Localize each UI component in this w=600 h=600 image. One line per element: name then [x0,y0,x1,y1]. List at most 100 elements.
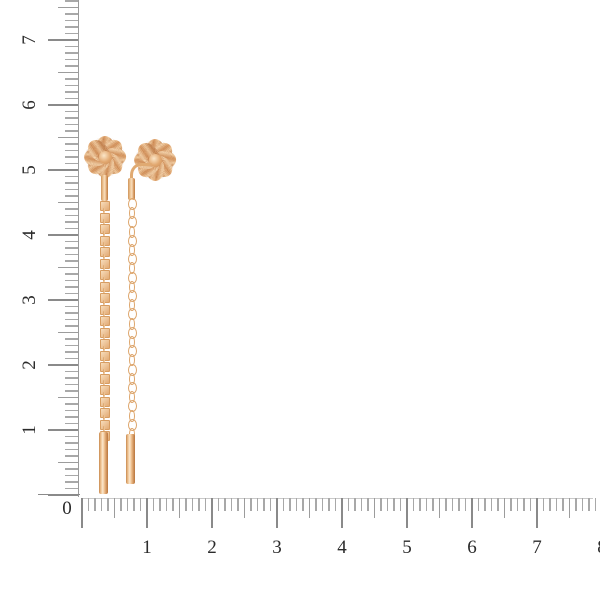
horizontal-ruler-tick [204,498,207,511]
earring-left-bottom-bar [99,432,108,494]
flower-center [98,150,112,164]
horizontal-ruler-tick [523,498,525,511]
horizontal-ruler-tick [87,498,90,511]
horizontal-ruler-tick [100,498,103,511]
horizontal-ruler-tick [295,498,298,511]
horizontal-ruler-tick [185,498,187,511]
horizontal-ruler-tick [308,498,311,518]
horizontal-ruler-tick [542,498,545,511]
earring-left-chain-link [102,288,106,293]
horizontal-ruler-tick [347,498,350,511]
vertical-ruler-label-2: 2 [19,360,40,370]
vertical-ruler-tick [65,0,78,2]
vertical-ruler-tick [65,344,78,347]
vertical-ruler-tick [65,474,78,477]
horizontal-ruler-tick [497,498,499,511]
horizontal-ruler-tick [81,498,83,528]
vertical-ruler-tick [65,247,78,249]
vertical-ruler-tick [65,442,78,444]
vertical-ruler-tick [65,143,78,145]
horizontal-ruler-label-6: 6 [467,537,477,558]
vertical-ruler-tick [58,396,78,399]
horizontal-ruler-tick [211,498,213,528]
vertical-ruler-tick [65,468,78,470]
earring-left-chain-link [102,322,106,328]
horizontal-ruler-tick [113,498,116,518]
horizontal-ruler-tick [250,498,252,511]
vertical-ruler-tick [65,377,78,379]
vertical-ruler-tick [48,429,78,431]
ruler-origin-label: 0 [62,498,72,519]
earring-right-hook [130,163,152,187]
horizontal-ruler-tick [562,498,564,511]
horizontal-ruler-tick [503,498,506,518]
vertical-ruler-tick [58,461,78,464]
horizontal-ruler-tick [237,498,239,511]
earring-left-chain-link [102,368,106,374]
vertical-ruler-tick [58,331,78,334]
horizontal-ruler-tick [172,498,174,511]
vertical-ruler-tick [65,435,78,438]
vertical-ruler-tick [65,19,78,22]
horizontal-ruler-tick [276,498,278,528]
vertical-ruler-tick [65,214,78,217]
horizontal-ruler-tick [256,498,259,511]
vertical-ruler-tick [65,481,78,483]
vertical-ruler-tick [65,221,78,223]
earring-left-chain-link [102,391,106,397]
horizontal-ruler-tick [529,498,532,511]
horizontal-ruler-label-1: 1 [142,537,152,558]
horizontal-ruler-tick [146,498,148,528]
vertical-ruler-tick [48,169,78,171]
horizontal-ruler-tick [581,498,584,511]
vertical-ruler-tick [65,58,78,61]
horizontal-ruler-tick [217,498,220,511]
vertical-ruler-tick [65,279,78,282]
vertical-ruler-tick [65,370,78,373]
earring-left-chain-link [102,380,106,385]
horizontal-ruler-label-8: 8 [590,538,600,557]
horizontal-ruler-label-2: 2 [207,537,217,558]
horizontal-ruler-tick [451,498,454,511]
vertical-ruler-tick [65,123,78,126]
vertical-ruler-tick [65,13,78,15]
horizontal-ruler-tick [367,498,369,511]
horizontal-ruler-tick [341,498,343,528]
vertical-ruler-tick [65,357,78,360]
vertical-ruler-tick [65,162,78,165]
vertical-ruler-tick [65,227,78,230]
horizontal-ruler-tick [588,498,590,511]
horizontal-ruler-tick [536,498,538,528]
vertical-ruler-tick [65,455,78,457]
vertical-ruler-tick [65,312,78,314]
horizontal-ruler-tick [94,498,96,511]
earring-left-chain-link [102,414,106,420]
earring-right-post [128,178,135,200]
vertical-ruler-tick [65,91,78,93]
vertical-ruler-tick [65,390,78,392]
vertical-ruler-tick [65,351,78,353]
horizontal-ruler-tick [152,498,155,511]
horizontal-ruler-label-3: 3 [272,537,282,558]
horizontal-ruler-tick [386,498,389,511]
vertical-ruler-label-4: 4 [19,230,40,240]
vertical-ruler-axis [78,0,80,497]
vertical-ruler-tick [48,494,78,496]
horizontal-ruler-tick [269,498,272,511]
horizontal-ruler-tick [107,498,109,511]
earring-left-chain-link [102,311,106,316]
horizontal-ruler-tick [282,498,285,511]
earring-left-post [101,175,108,201]
vertical-ruler-tick [58,6,78,9]
vertical-ruler-tick [65,260,78,262]
earring-left-chain-link [102,299,106,305]
horizontal-ruler-tick [165,498,168,511]
horizontal-ruler-tick [315,498,317,511]
vertical-ruler-tick [48,364,78,366]
horizontal-ruler-tick [438,498,441,518]
horizontal-ruler-tick [354,498,356,511]
vertical-ruler-label-5: 5 [19,165,40,175]
horizontal-ruler-tick [477,498,480,511]
horizontal-ruler-tick [575,498,577,511]
vertical-ruler-tick [65,78,78,80]
